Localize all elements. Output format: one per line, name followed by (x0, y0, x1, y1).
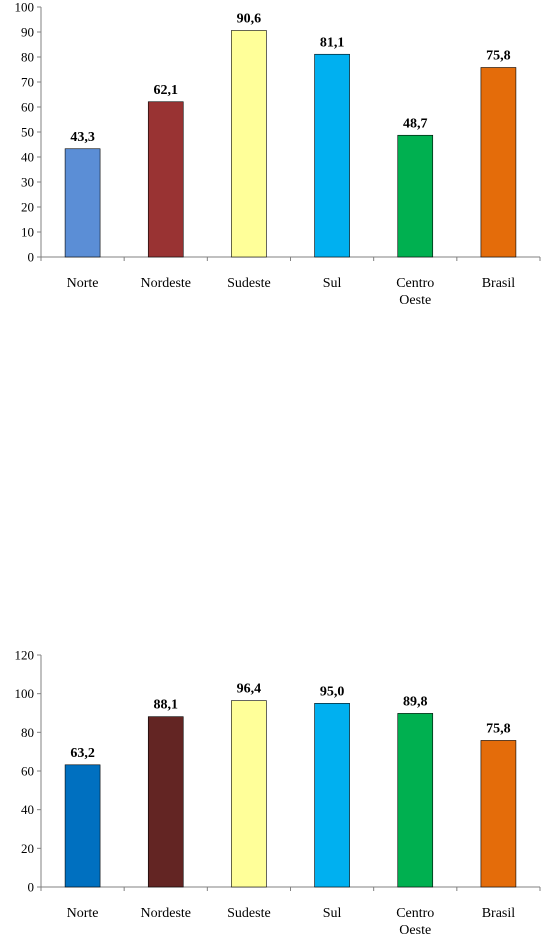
x-tick-label: Sul (323, 906, 342, 921)
y-tick-label: 20 (21, 200, 34, 215)
data-label: 62,1 (154, 83, 179, 98)
y-tick-label: 30 (21, 175, 34, 190)
y-tick-label: 90 (21, 25, 34, 40)
y-tick-label: 100 (15, 0, 35, 15)
bar (314, 53, 350, 258)
bar (314, 703, 350, 888)
x-tick-label: Norte (67, 276, 99, 291)
x-tick-label: Norte (67, 906, 99, 921)
x-tick-label: Centro (396, 906, 434, 921)
y-tick-label: 50 (21, 125, 34, 140)
x-tick-label: Oeste (399, 293, 431, 308)
chart-1: 0 10 20 30 40 50 60 70 80 90 100 43,3 Norte 62,1 Norde… (15, 0, 541, 308)
x-tick-label: Nordeste (140, 906, 191, 921)
x-tick-label: Brasil (482, 276, 516, 291)
y-tick-label: 0 (28, 880, 35, 895)
data-label: 96,4 (237, 682, 262, 697)
y-tick-label: 80 (21, 50, 34, 65)
y-tick-label: 10 (21, 225, 34, 240)
data-label: 63,2 (70, 746, 95, 761)
x-tick-label: Nordeste (140, 276, 191, 291)
data-label: 48,7 (403, 116, 428, 131)
bar (147, 101, 184, 258)
bar (397, 134, 434, 258)
data-label: 75,8 (486, 721, 511, 736)
bar (231, 700, 267, 888)
y-tick-label: 60 (21, 764, 34, 779)
x-tick-label: Sudeste (227, 906, 271, 921)
data-label: 75,8 (486, 49, 511, 64)
data-label: 81,1 (320, 35, 345, 50)
bar (480, 740, 517, 888)
data-label: 43,3 (70, 130, 95, 145)
y-tick-label: 20 (21, 841, 34, 856)
y-tick-label: 60 (21, 100, 34, 115)
bar (397, 713, 434, 888)
bar (64, 764, 101, 888)
bar (480, 67, 517, 258)
chart-2: 0 20 40 60 80 100 120 63,2 Norte 88,1 Nordeste 96,4… (15, 648, 541, 935)
data-label: 88,1 (154, 698, 179, 713)
data-label: 90,6 (237, 12, 262, 27)
data-label: 89,8 (403, 694, 428, 709)
x-tick-label: Sudeste (227, 276, 271, 291)
bar (64, 148, 101, 258)
y-tick-label: 40 (21, 150, 34, 165)
y-tick-label: 70 (21, 75, 34, 90)
bar (147, 716, 184, 888)
bar (231, 30, 267, 258)
x-tick-label: Oeste (399, 923, 431, 935)
y-tick-label: 120 (15, 648, 35, 663)
x-tick-label: Centro (396, 276, 434, 291)
x-tick-label: Sul (323, 276, 342, 291)
x-tick-label: Brasil (482, 906, 516, 921)
y-tick-label: 0 (28, 250, 35, 265)
y-tick-label: 80 (21, 725, 34, 740)
data-label: 95,0 (320, 684, 345, 699)
y-tick-label: 100 (15, 686, 35, 701)
y-tick-label: 40 (21, 802, 34, 817)
